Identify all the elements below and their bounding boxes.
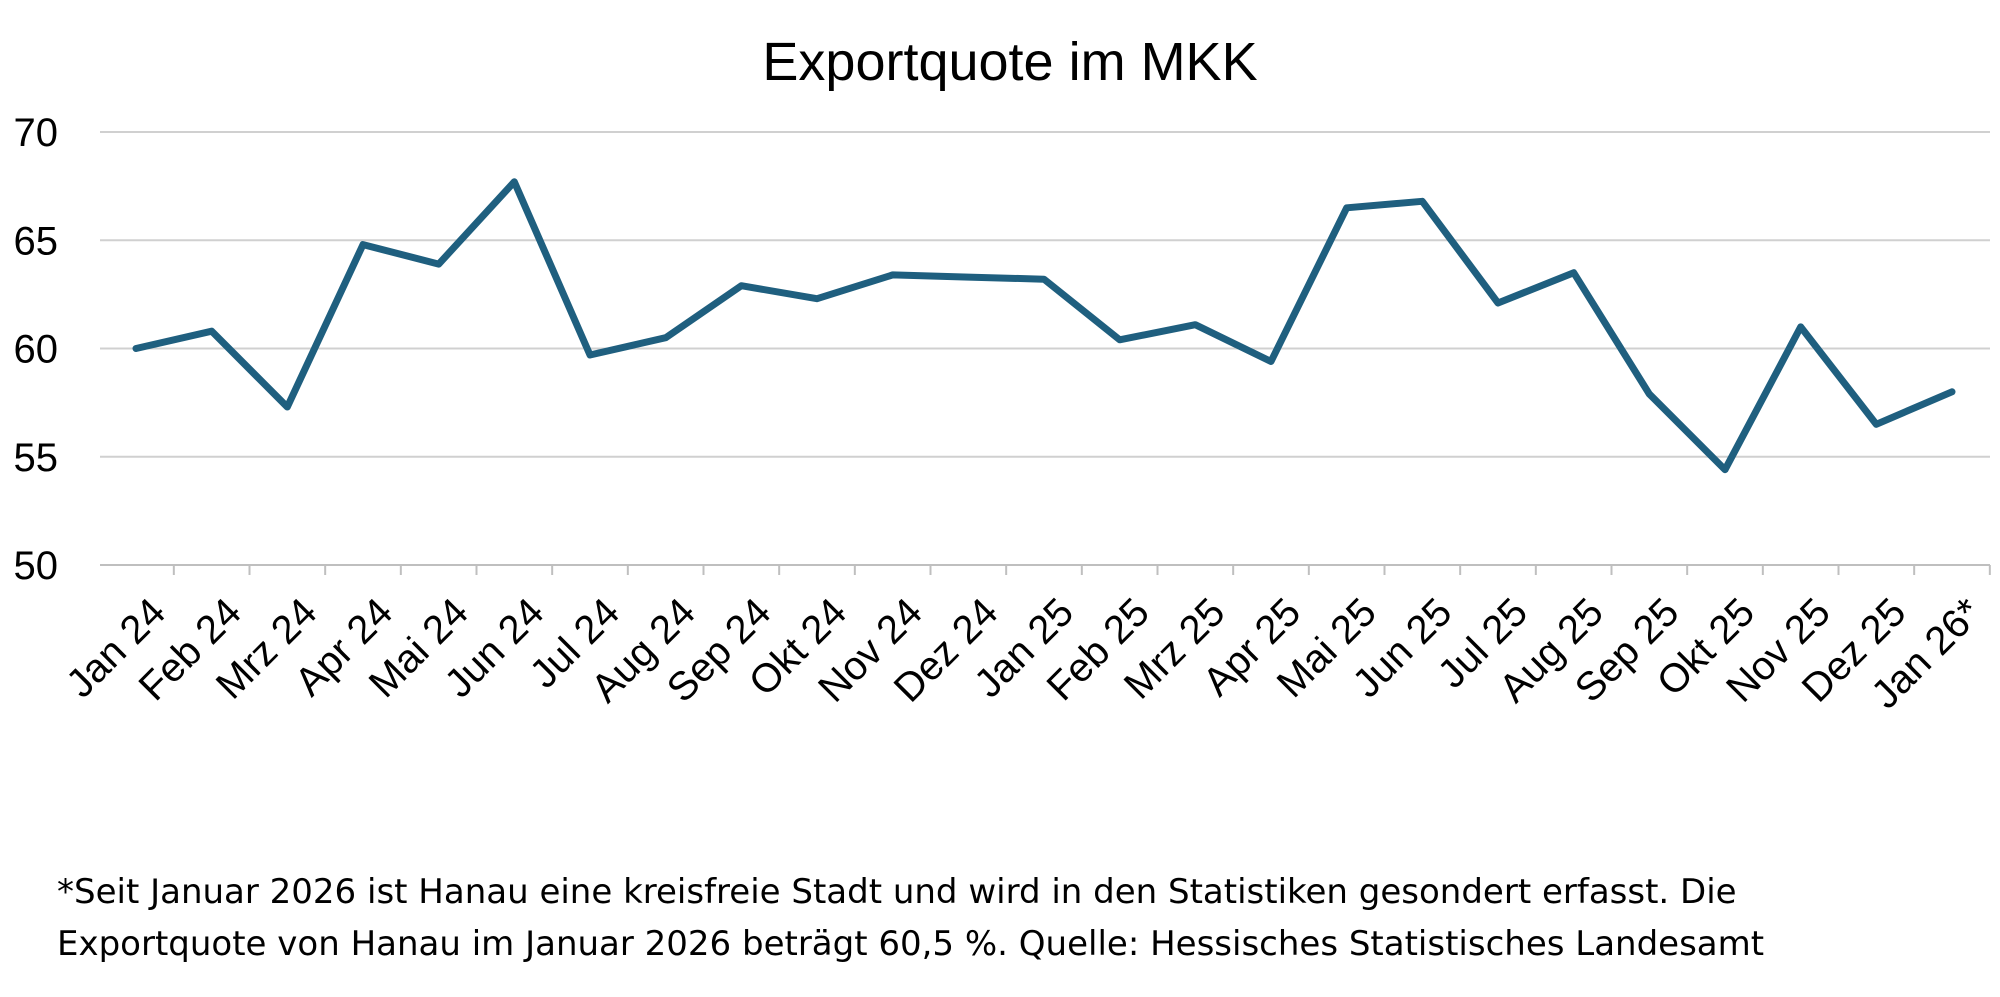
line-chart: Exportquote im MKK 50 55 60 65 70 Jan 24Feb … bbox=[14, 32, 1991, 717]
x-axis-tick-marks bbox=[172, 565, 1991, 575]
gridlines bbox=[100, 131, 1990, 458]
footnote-line-1: *Seit Januar 2026 ist Hanau eine kreisfr… bbox=[57, 872, 1737, 912]
footnote-line-2: Exportquote von Hanau im Januar 2026 bet… bbox=[57, 924, 1765, 964]
footnote: *Seit Januar 2026 ist Hanau eine kreisfr… bbox=[57, 866, 1957, 970]
y-tick-label: 55 bbox=[14, 436, 59, 480]
chart-title: Exportquote im MKK bbox=[762, 32, 1257, 92]
y-tick-label: 50 bbox=[14, 544, 59, 588]
y-axis-ticks: 50 55 60 65 70 bbox=[14, 111, 59, 588]
y-tick-label: 70 bbox=[14, 111, 59, 155]
series-lines bbox=[132, 178, 1956, 474]
y-tick-label: 60 bbox=[14, 328, 59, 372]
series-line bbox=[132, 178, 1956, 474]
y-tick-label: 65 bbox=[14, 219, 59, 263]
